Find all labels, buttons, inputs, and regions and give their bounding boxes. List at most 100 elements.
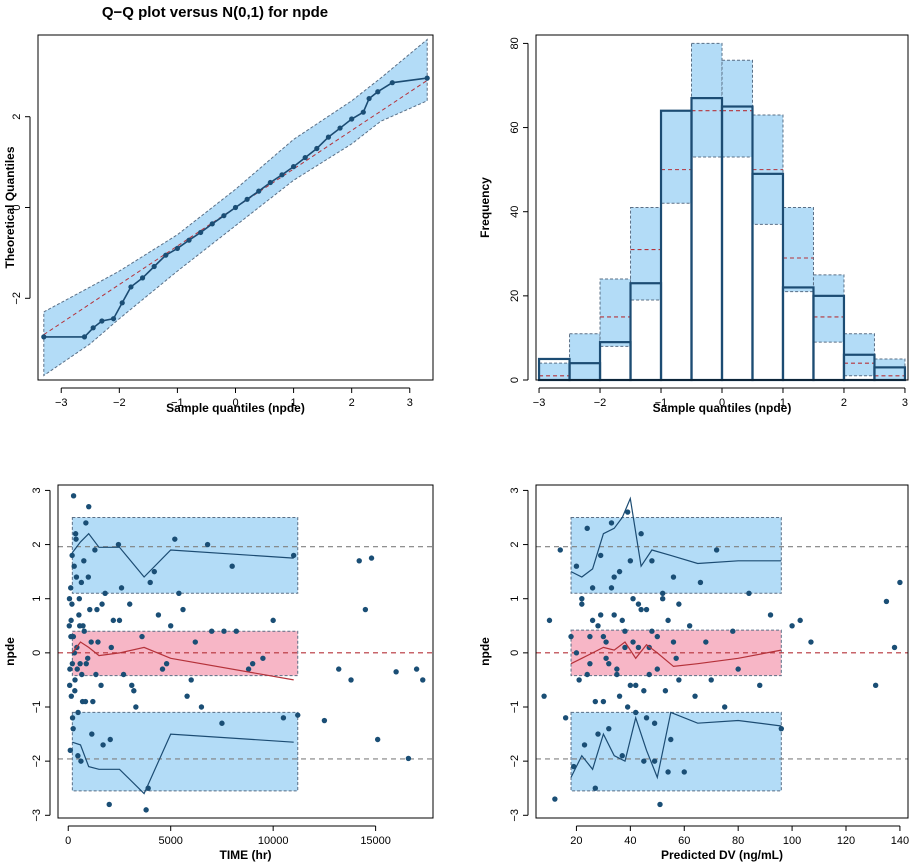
time-point [143,807,149,813]
pred-x-tick-label: 80 [732,835,744,847]
pred-point [552,796,558,802]
time-point [155,612,162,618]
pred-point [546,617,553,624]
time-point [106,801,112,808]
time-point [208,628,215,634]
pred-point [606,725,612,732]
qq-point [424,75,430,81]
pred-point [686,623,693,629]
time-point [68,585,74,591]
time-point [192,639,198,645]
qq-point [186,237,192,243]
qq-frame [37,34,434,381]
pred-point [735,666,741,672]
hist-x-tick-label: −1 [655,397,668,409]
pred-point [649,558,655,564]
time-point [83,520,89,526]
time-point [184,693,190,699]
time-point [151,568,158,575]
time-x-tick-label: 0 [65,835,71,847]
pred-x-tick-label: 60 [678,835,690,847]
npde-vs-time-panel: 0 5000 10000 15000 −3 −2 −1 0 1 2 3 TIME (hr) npde [3,484,434,862]
qq-point [314,145,320,152]
time-y-tick-label: 2 [31,541,43,547]
pred-point [597,612,604,618]
pred-point [713,547,720,553]
pred-point [638,606,644,613]
time-point [85,574,92,580]
qq-point [389,80,395,86]
pred-point [597,552,604,559]
qq-x-tick-label: −3 [55,397,68,409]
qq-point [90,325,96,331]
pred-point [630,596,636,602]
time-point [159,666,166,672]
pred-point [676,677,682,683]
time-point [77,660,83,667]
time-point [68,617,74,624]
pred-point [603,655,609,661]
pred-point [681,769,687,775]
time-point [356,558,362,564]
pred-point [608,520,615,526]
pred-point [797,617,803,624]
pred-point [643,606,650,613]
pred-point [891,644,898,651]
pred-point [587,633,593,640]
histogram-prediction-band [599,278,632,347]
pred-point [619,617,625,624]
time-point [127,601,133,607]
pred-point [657,801,663,808]
pred-point [630,639,636,645]
time-point [76,612,82,618]
pred-median-line [570,641,782,668]
pred-y-tick-label: −3 [509,809,521,822]
hist-x-label: Sample quantiles (npde) [653,401,792,415]
hist-y-tick-label: 20 [509,290,521,302]
time-point [72,688,78,694]
pred-point [611,612,617,618]
pred-point [633,682,639,689]
time-point [66,682,73,689]
hist-y-tick-label: 0 [509,377,521,383]
time-point [233,628,239,634]
time-point [219,720,225,726]
pred-point [697,579,704,586]
pred-point [692,693,698,699]
time-point [68,693,75,699]
pred-point [659,596,666,602]
pred-point [638,531,644,537]
pred-point [587,660,593,667]
histogram-bar [598,341,632,382]
pred-point [767,612,774,618]
time-point [116,617,123,624]
pred-point [606,660,612,667]
time-point [85,655,91,661]
pred-y-tick-label: 3 [509,487,521,493]
qq-title: Q−Q plot versus N(0,1) for npde [102,4,328,21]
time-x-tick-label: 10000 [258,835,289,847]
qq-y-label: Theoretical Quantiles [3,146,17,268]
time-point [68,633,74,640]
qq-x-label: Sample quantiles (npde) [166,401,305,415]
qq-x-tick-label: −1 [171,397,184,409]
pred-point [649,628,655,634]
time-point [82,698,89,705]
qq-point [232,204,239,211]
time-y-tick-label: 0 [31,650,43,656]
qq-point [267,179,273,186]
pred-point [568,633,574,640]
time-point [67,747,73,754]
pred-point [635,601,642,607]
hist-y-label: Frequency [478,177,492,238]
pred-point [778,725,785,732]
qq-point [366,95,372,102]
histogram-panel: −3 −2 −1 0 1 2 3 0 20 40 60 80 Sample quantiles (npd… [478,34,909,415]
pred-point [651,758,658,764]
time-x-tick-label: 5000 [158,835,182,847]
time-point [72,531,79,537]
time-point [129,682,135,689]
pred-point [651,720,658,726]
qq-point [221,213,227,219]
